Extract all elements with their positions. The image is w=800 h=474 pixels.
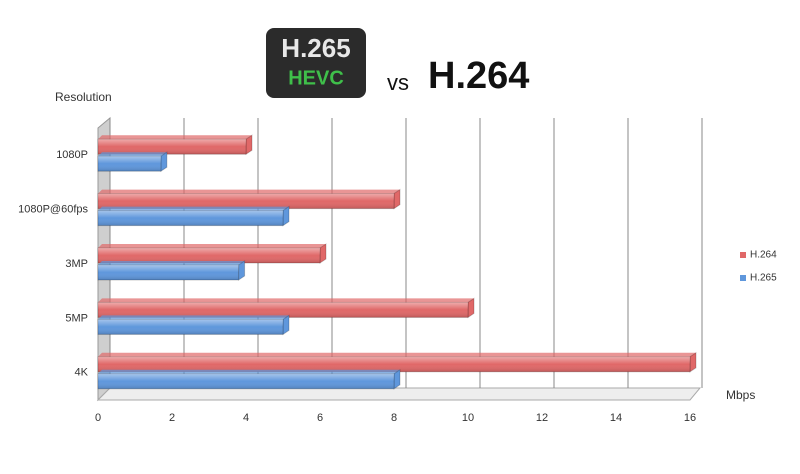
bar-shine bbox=[98, 139, 246, 155]
y-axis-label: Resolution bbox=[55, 90, 112, 104]
bar-end bbox=[238, 260, 246, 281]
bar-top bbox=[98, 189, 400, 194]
x-tick-label: 14 bbox=[610, 412, 622, 424]
bar-end bbox=[282, 314, 290, 336]
x-tick-label: 8 bbox=[391, 412, 397, 424]
y-tick-label: 1080P@60fps bbox=[18, 204, 88, 216]
bar-end bbox=[160, 151, 168, 173]
legend-swatch bbox=[740, 275, 746, 281]
bar-end bbox=[393, 188, 401, 210]
logo-text: H.265 bbox=[281, 33, 350, 63]
legend-label: H.265 bbox=[750, 273, 777, 284]
bar-top bbox=[98, 298, 474, 303]
y-tick-label: 5MP bbox=[65, 312, 88, 324]
bar-end bbox=[319, 243, 327, 264]
bar-top bbox=[98, 244, 326, 248]
logo-box bbox=[266, 28, 366, 98]
chart-title: H.264 bbox=[428, 55, 529, 97]
bar-end bbox=[689, 351, 697, 373]
x-tick-label: 12 bbox=[536, 412, 548, 424]
y-tick-label: 1080P bbox=[56, 149, 88, 161]
bar-shine bbox=[98, 265, 239, 280]
legend-label: H.264 bbox=[750, 250, 777, 261]
bar-shine bbox=[98, 356, 690, 372]
bar-shine bbox=[98, 193, 394, 209]
bar-top bbox=[98, 369, 400, 374]
bar-end bbox=[282, 205, 290, 227]
bar-shine bbox=[98, 156, 161, 172]
y-tick-label: 4K bbox=[75, 367, 89, 379]
title-vs: vs bbox=[387, 70, 409, 95]
bar-shine bbox=[98, 373, 394, 389]
legend-swatch bbox=[740, 252, 746, 258]
bar-end bbox=[245, 134, 253, 156]
bar-end bbox=[467, 297, 475, 319]
x-tick-label: 6 bbox=[317, 412, 323, 424]
floor bbox=[96, 387, 702, 401]
x-tick-label: 4 bbox=[243, 412, 249, 424]
bar-shine bbox=[98, 210, 283, 226]
logo-sub: HEVC bbox=[288, 67, 344, 89]
bar-top bbox=[98, 206, 289, 211]
x-tick-label: 16 bbox=[684, 412, 696, 424]
bar-shine bbox=[98, 248, 320, 263]
bar-top bbox=[98, 352, 696, 357]
bar-top bbox=[98, 315, 289, 320]
bar-top bbox=[98, 135, 252, 140]
bar-shine bbox=[98, 302, 468, 318]
x-axis-label: Mbps bbox=[726, 388, 755, 402]
y-tick-label: 3MP bbox=[65, 258, 88, 270]
bar-end bbox=[393, 368, 401, 390]
bar-top bbox=[98, 261, 245, 265]
x-tick-label: 0 bbox=[95, 412, 101, 424]
bar-shine bbox=[98, 319, 283, 335]
x-tick-label: 2 bbox=[169, 412, 175, 424]
bar-top bbox=[98, 152, 167, 157]
x-tick-label: 10 bbox=[462, 412, 474, 424]
